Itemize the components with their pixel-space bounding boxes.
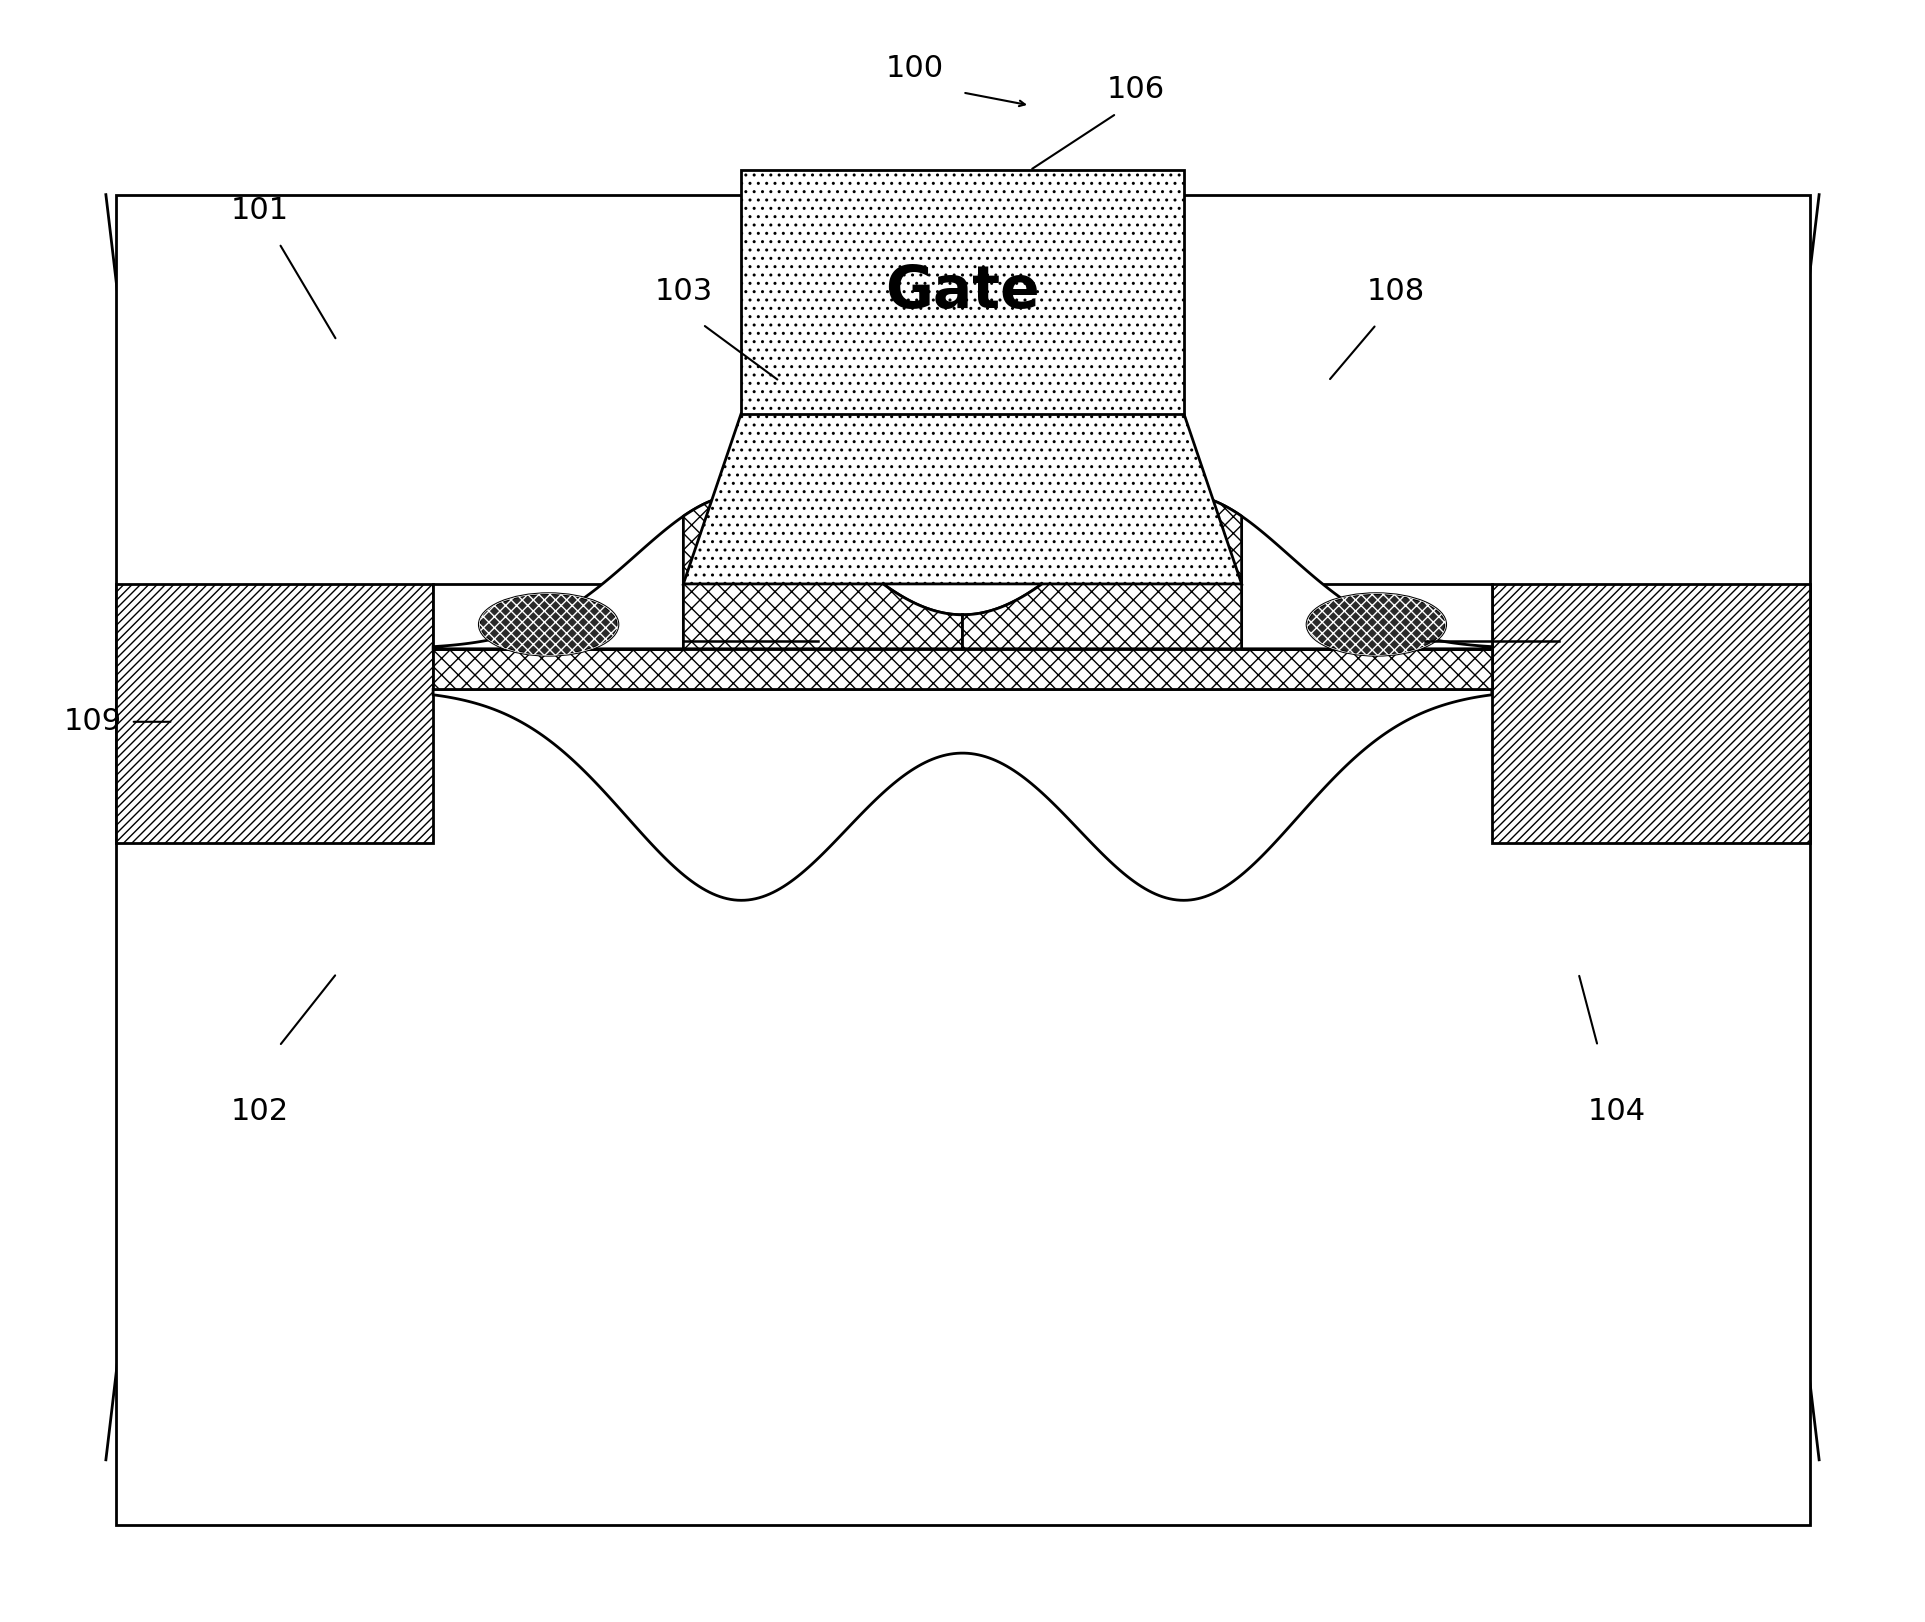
Text: 102: 102 <box>231 1096 289 1126</box>
Text: Gate: Gate <box>886 263 1040 321</box>
Text: 112: 112 <box>1424 607 1482 636</box>
Polygon shape <box>683 495 962 649</box>
Polygon shape <box>741 170 1184 414</box>
Ellipse shape <box>1307 594 1446 655</box>
Polygon shape <box>1242 584 1492 649</box>
Text: 100: 100 <box>886 54 943 83</box>
Polygon shape <box>962 495 1492 649</box>
Text: 112: 112 <box>683 607 741 636</box>
Polygon shape <box>433 649 1492 689</box>
Text: 106: 106 <box>1107 75 1165 104</box>
Polygon shape <box>116 584 433 843</box>
Text: 101: 101 <box>231 196 289 225</box>
Polygon shape <box>683 414 1242 584</box>
Polygon shape <box>962 495 1242 649</box>
Polygon shape <box>433 495 962 649</box>
Ellipse shape <box>479 594 618 655</box>
Text: 109: 109 <box>64 707 121 736</box>
Polygon shape <box>433 689 1492 900</box>
Polygon shape <box>1492 584 1809 843</box>
Polygon shape <box>116 195 1809 1525</box>
Polygon shape <box>433 584 683 649</box>
Text: 104: 104 <box>1588 1096 1646 1126</box>
Text: 108: 108 <box>1367 277 1424 307</box>
Text: 103: 103 <box>654 277 712 307</box>
